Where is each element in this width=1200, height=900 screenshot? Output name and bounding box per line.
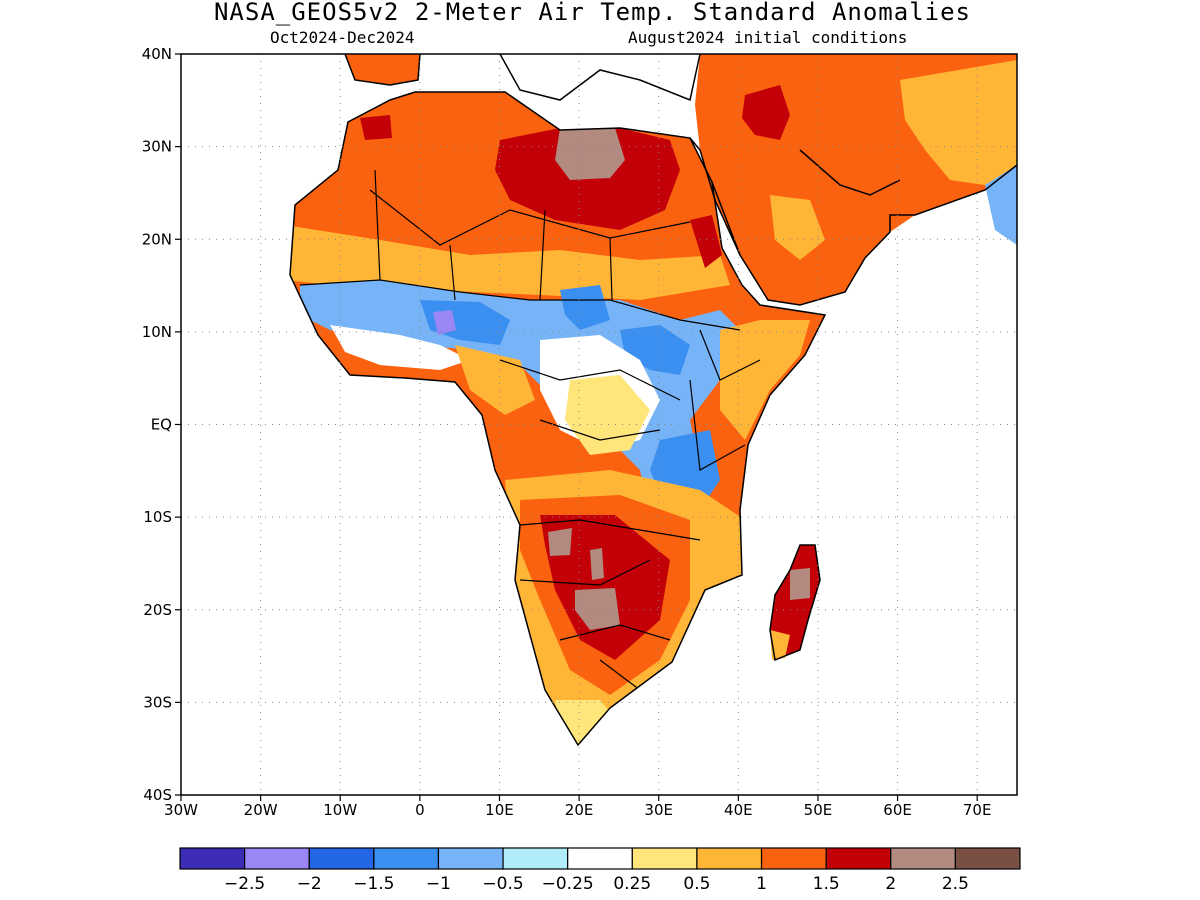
initial-conditions: August2024 initial conditions (628, 28, 908, 47)
country-borders (299, 169, 761, 691)
colorbar-swatch (954, 847, 1021, 870)
anomaly-region-nile-hot (690, 215, 722, 268)
mediterranean-north-coast (344, 54, 701, 102)
colorbar-boxes (179, 847, 1021, 870)
lat-tick-label: 40S (143, 786, 172, 804)
anomaly-region-sahel-warm (290, 225, 730, 300)
lat-tick-label: 30N (142, 138, 172, 156)
colorbar-swatch (631, 847, 698, 870)
lon-tick-label: 30E (644, 801, 673, 819)
colorbar-label: −0.25 (542, 874, 594, 894)
colorbar-label: 1 (756, 874, 767, 894)
madagascar-coastline (769, 544, 821, 662)
anomaly-region-iran (900, 60, 1017, 185)
persian-gulf-coast (799, 149, 901, 196)
lat-tick-label: EQ (151, 416, 172, 434)
colorbar-swatch (308, 847, 375, 870)
colorbar-label: 0.5 (683, 874, 710, 894)
colorbar-swatch (179, 847, 246, 870)
lat-tick-label: 10N (142, 323, 172, 341)
anomaly-region-madagascar-extreme (790, 568, 810, 600)
border-mali-niger (374, 169, 613, 301)
lon-tick-label: 50E (804, 801, 833, 819)
anomaly-region-madagascar-coast (770, 630, 790, 660)
border-southern-africa (519, 519, 701, 691)
colorbar-swatch (373, 847, 440, 870)
colorbar-label: −1 (426, 874, 451, 894)
colorbar-label: 1.5 (813, 874, 840, 894)
lon-tick-label: 60E (883, 801, 912, 819)
colorbar-label: 0.25 (613, 874, 651, 894)
border-sahara-east-west (369, 189, 691, 246)
border-east-africa (689, 329, 761, 471)
lon-tick-label: 20E (565, 801, 594, 819)
anomaly-region-angola-extreme (548, 528, 572, 556)
anomaly-region-pakistan-cool (985, 165, 1017, 245)
colorbar-swatch (502, 847, 569, 870)
lat-tick-label: 20S (143, 601, 172, 619)
arabia-coastline (711, 164, 1017, 306)
anomaly-region-guinea-white (330, 325, 470, 370)
lat-tick-label: 40N (142, 45, 172, 63)
colorbar-swatch (567, 847, 633, 870)
lat-tick-label: 10S (143, 508, 172, 526)
lat-tick-label: 30S (143, 693, 172, 711)
colorbar-label: −1.5 (353, 874, 394, 894)
border-central-africa (499, 359, 681, 441)
colorbar-label: 2.5 (942, 874, 969, 894)
colorbar-label: −2.5 (224, 874, 265, 894)
lon-tick-label: 10W (323, 801, 357, 819)
latitude-axis: 40N 30N 20N 10N EQ 10S 20S 30S 40S (142, 45, 181, 804)
colorbar-swatch (825, 847, 892, 870)
anomaly-region-iberia (345, 54, 420, 85)
lon-tick-label: 40E (724, 801, 753, 819)
anomaly-region-arabia-light (770, 195, 825, 260)
lon-tick-label: 10E (485, 801, 514, 819)
colorbar-swatch (760, 847, 827, 870)
lon-tick-label: 30W (164, 801, 198, 819)
coastlines (289, 54, 1017, 747)
colorbar-swatch (696, 847, 763, 870)
anomaly-region-nigeria-strong-cool (433, 310, 456, 335)
colorbar-label: 2 (885, 874, 896, 894)
forecast-period: Oct2024-Dec2024 (270, 28, 415, 47)
colorbar-labels: −2.5 −2 −1.5 −1 −0.5 −0.25 0.25 0.5 1 1.5 2 2.5 (224, 874, 969, 894)
longitude-axis: 30W 20W 10W 0 10E 20E 30E 40E 50E 60E 70E (164, 795, 991, 819)
colorbar-swatch (437, 847, 504, 870)
anomaly-region-horn-light (720, 320, 810, 440)
colorbar-swatch (244, 847, 310, 870)
anomaly-region-botswana-extreme (575, 588, 620, 630)
map-title: NASA_GEOS5v2 2-Meter Air Temp. Standard … (213, 0, 971, 26)
anomaly-region-southern-africa-hot (540, 515, 670, 660)
anomaly-region-west-coast-orange (455, 345, 535, 415)
colorbar-label: −2 (297, 874, 322, 894)
colorbar-swatch (890, 847, 956, 870)
colorbar-label: −0.5 (482, 874, 523, 894)
lon-tick-label: 0 (415, 801, 425, 819)
anomaly-region-zambia-extreme (590, 548, 604, 580)
anomaly-region-morocco-hot (360, 115, 392, 140)
lon-tick-label: 70E (963, 801, 992, 819)
lon-tick-label: 20W (244, 801, 278, 819)
anomaly-region-sudan-cool (560, 285, 610, 330)
anomaly-region-libya-extreme (555, 128, 625, 180)
lat-tick-label: 20N (142, 230, 172, 248)
red-sea-coast (689, 137, 741, 256)
anomaly-region-iraq-hot (742, 85, 790, 140)
africa-coastline (289, 91, 827, 747)
